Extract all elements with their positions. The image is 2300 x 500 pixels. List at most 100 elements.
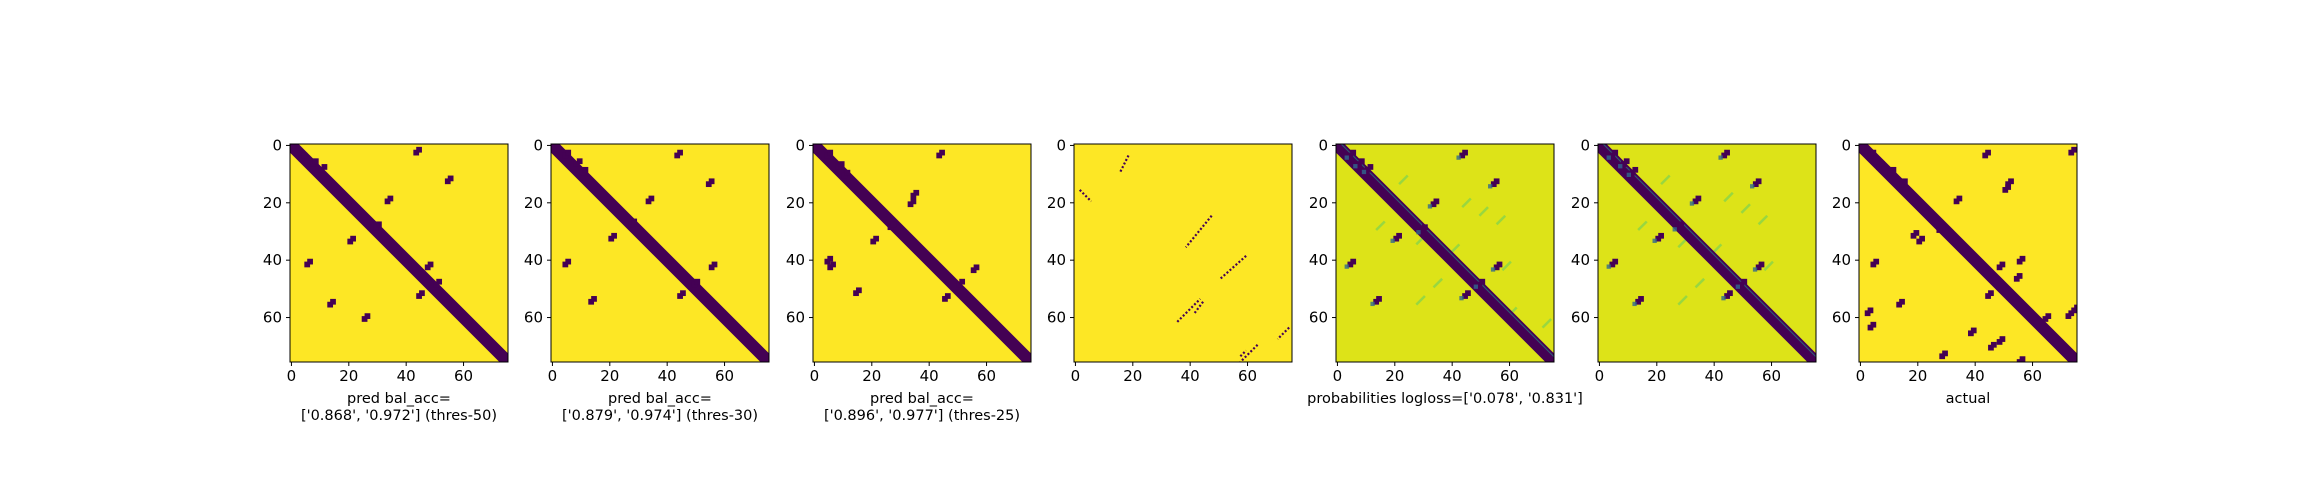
contact-blob — [1356, 161, 1362, 167]
contact-blob-part — [1970, 327, 1977, 334]
contact-blob-part — [1658, 232, 1664, 239]
contact-segment — [1118, 154, 1130, 174]
contact-blob — [1876, 164, 1882, 170]
contact-blob-part — [1758, 261, 1765, 268]
contact-blob-part — [1942, 350, 1948, 357]
contact-segment — [1276, 326, 1290, 340]
contact-blob — [1939, 353, 1946, 360]
faint-mark — [1432, 277, 1444, 289]
contact-blob — [562, 261, 569, 268]
y-tick-label: 0 — [1318, 136, 1328, 154]
contact-blob-part — [1870, 321, 1877, 328]
panel-frame — [1597, 143, 1817, 363]
contact-segment — [1185, 215, 1213, 248]
contact-blob — [1867, 152, 1874, 159]
y-tick-label: 60 — [1571, 309, 1590, 327]
contact-blob-part — [1433, 198, 1440, 205]
contact-blob — [853, 290, 859, 297]
plot-area — [813, 144, 1031, 362]
contact-blob — [562, 152, 569, 159]
contact-blob — [1996, 264, 2003, 271]
x-tick-label: 40 — [1705, 367, 1724, 385]
faint-mark — [1763, 260, 1774, 272]
panel-frame — [1858, 143, 2078, 363]
contact-blob-part — [321, 164, 328, 170]
x-tick-label: 20 — [1123, 367, 1142, 385]
contact-blob-part — [680, 290, 686, 297]
contact-blob-halo — [1488, 184, 1493, 189]
x-tick-label: 60 — [715, 367, 734, 385]
contact-blob-part — [1741, 278, 1748, 285]
contact-blob — [1867, 324, 1874, 331]
y-tick-label: 20 — [1832, 194, 1851, 212]
faint-mark — [1375, 220, 1386, 231]
contact-blob-part — [856, 287, 862, 294]
contact-blob — [373, 224, 379, 231]
panel-probabilities-2: 0 20 40 60 0 20 40 60 — [1571, 136, 1817, 385]
contact-segment — [1078, 189, 1092, 203]
x-tick-label: 40 — [1443, 367, 1462, 385]
y-tick-label: 40 — [1571, 251, 1590, 269]
contact-blob-part — [1612, 149, 1619, 156]
contact-blob — [691, 281, 698, 288]
faint-mark — [1495, 214, 1507, 226]
contact-blob — [645, 198, 652, 205]
contact-blob-part — [873, 235, 879, 242]
panel-caption-line: actual — [1946, 391, 1991, 407]
x-tick-label: 60 — [454, 367, 473, 385]
contact-blob-part — [565, 149, 572, 156]
contact-blob — [1896, 301, 1903, 308]
contact-blob-part — [565, 258, 572, 265]
contact-blob-halo — [1626, 172, 1631, 177]
contact-blob-part — [1678, 221, 1685, 228]
contact-blob-halo — [1456, 155, 1461, 160]
x-tick-label: 0 — [1856, 367, 1866, 385]
contact-blob — [1916, 238, 1923, 245]
panel-frame — [289, 143, 509, 363]
faint-mark — [1660, 174, 1671, 186]
x-tick-label: 0 — [1595, 367, 1605, 385]
contact-blob-part — [1462, 149, 1468, 156]
contact-blob-part — [1755, 178, 1762, 185]
x-tick-label: 40 — [1966, 367, 1985, 385]
contact-blob — [835, 164, 842, 170]
contact-blob-part — [447, 175, 454, 182]
contact-blob — [304, 261, 311, 268]
plot-area — [551, 144, 769, 362]
x-tick-label: 20 — [862, 367, 881, 385]
contact-blob-halo — [1632, 301, 1637, 307]
panel-caption-line: pred bal_acc= — [347, 391, 451, 407]
contact-blob-part — [1727, 290, 1733, 297]
contact-blob — [1675, 224, 1682, 231]
contact-blob-part — [2071, 146, 2077, 153]
contact-blob-part — [312, 158, 319, 165]
contact-blob — [1347, 152, 1354, 159]
faint-mark — [1398, 174, 1409, 186]
y-tick-label: 0 — [1056, 136, 1066, 154]
panel-caption-line: pred bal_acc= — [870, 391, 974, 407]
x-tick-label: 40 — [658, 367, 677, 385]
contact-blob-part — [416, 146, 422, 153]
panel-frame — [1335, 143, 1555, 363]
contact-blob-part — [913, 189, 920, 196]
contact-blob-part — [376, 221, 382, 228]
x-tick-label: 60 — [2023, 367, 2042, 385]
contact-blob — [1887, 169, 1894, 176]
contact-blob-part — [350, 235, 356, 242]
contact-blob-halo — [1735, 284, 1740, 289]
contact-blob — [573, 161, 580, 167]
diagonal-band — [813, 144, 1031, 362]
y-tick-label: 60 — [786, 309, 805, 327]
contact-blob-part — [1632, 166, 1639, 173]
contact-blob-part — [1879, 161, 1885, 167]
contact-blob — [1419, 227, 1425, 233]
contact-blob — [1870, 261, 1877, 268]
contact-blob — [2065, 313, 2072, 319]
contact-blob — [1347, 261, 1354, 268]
panel-caption-line: ['0.896', '0.977'] (thres-25) — [824, 408, 1020, 424]
contact-blob-part — [827, 255, 834, 262]
x-tick-label: 0 — [810, 367, 820, 385]
